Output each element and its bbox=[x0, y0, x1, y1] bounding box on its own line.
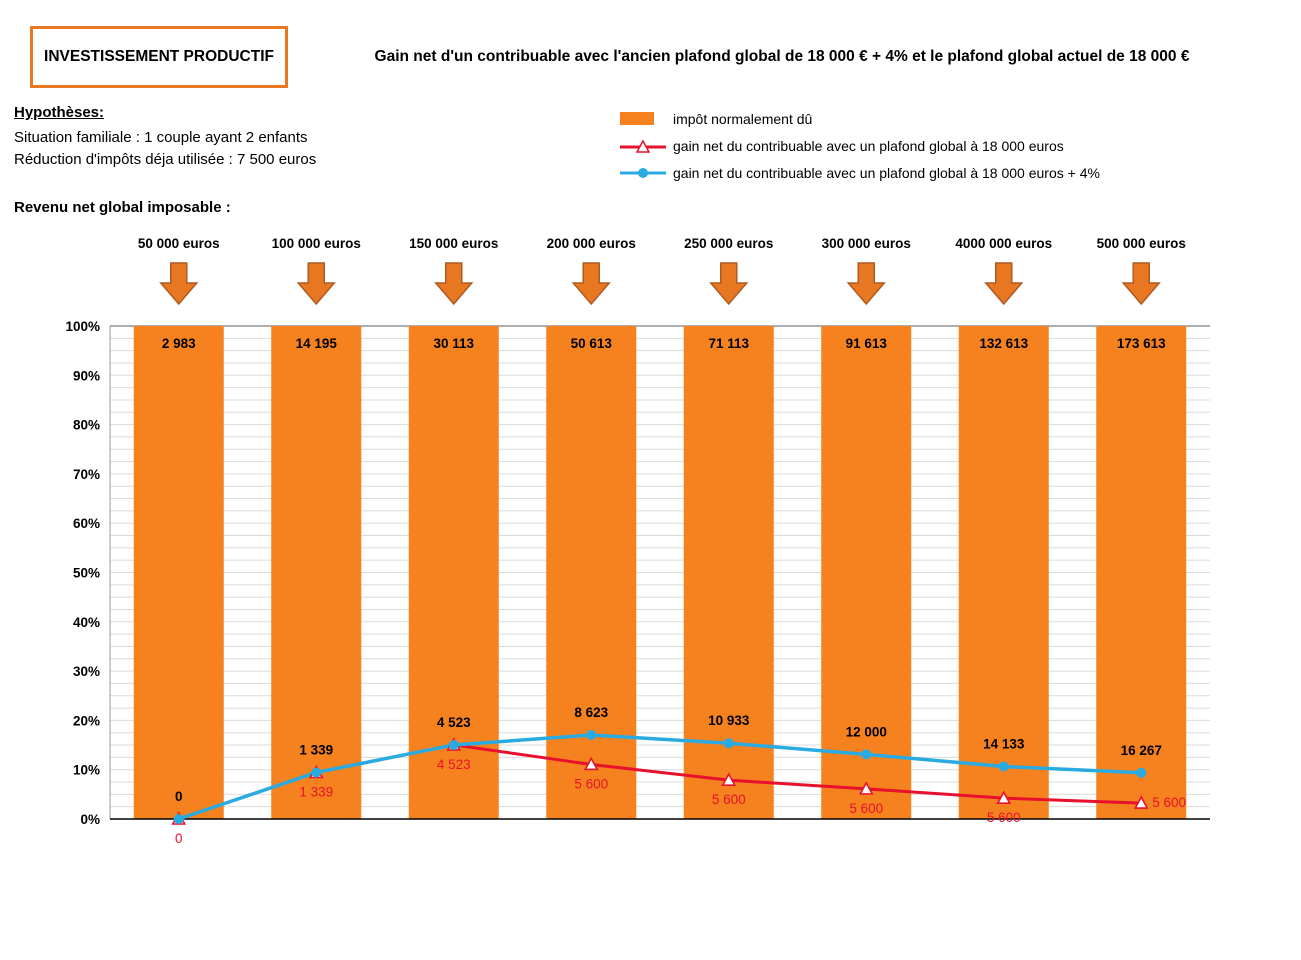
hypotheses-heading: Hypothèses: bbox=[14, 104, 105, 121]
bar-value-label: 91 613 bbox=[846, 336, 888, 351]
legend-blue-line-label: gain net du contribuable avec un plafond… bbox=[673, 164, 1100, 181]
y-axis-tick-label: 60% bbox=[73, 516, 100, 531]
red-value-label: 5 600 bbox=[987, 810, 1021, 825]
blue-value-label: 0 bbox=[175, 789, 183, 804]
category-label: 500 000 euros bbox=[1097, 236, 1186, 251]
red-triangle-marker bbox=[1133, 795, 1149, 809]
y-axis-tick-label: 10% bbox=[73, 763, 100, 778]
bar-value-label: 2 983 bbox=[162, 336, 196, 351]
red-value-label: 5 600 bbox=[712, 792, 746, 807]
red-value-label: 4 523 bbox=[437, 757, 471, 772]
red-value-label: 5 600 bbox=[849, 801, 883, 816]
blue-value-label: 10 933 bbox=[708, 713, 750, 728]
legend-item-bar: impôt normalement dû bbox=[620, 105, 1100, 132]
down-arrow-icon bbox=[296, 262, 336, 306]
y-axis-tick-label: 80% bbox=[73, 418, 100, 433]
y-axis-tick-label: 50% bbox=[73, 566, 100, 581]
hypotheses-block: Hypothèses: Situation familiale : 1 coup… bbox=[14, 102, 316, 171]
blue-series-line bbox=[178, 733, 1142, 821]
category-label: 50 000 euros bbox=[138, 236, 220, 251]
legend-item-red-line: gain net du contribuable avec un plafond… bbox=[620, 132, 1100, 159]
blue-value-label: 12 000 bbox=[846, 724, 887, 739]
hypotheses-line-2: Réduction d'impôts déja utilisée : 7 500… bbox=[14, 151, 317, 168]
bar bbox=[958, 326, 1049, 819]
category-label: 150 000 euros bbox=[409, 236, 498, 251]
bar bbox=[133, 326, 224, 819]
blue-circle-marker bbox=[723, 738, 734, 749]
legend-bar-swatch-icon bbox=[620, 112, 666, 125]
down-arrow-icon bbox=[159, 262, 199, 306]
investissement-label: INVESTISSEMENT PRODUCTIF bbox=[44, 48, 274, 65]
down-arrow-icon bbox=[571, 262, 611, 306]
blue-value-label: 1 339 bbox=[299, 742, 333, 757]
category-label: 250 000 euros bbox=[684, 236, 773, 251]
blue-value-label: 16 267 bbox=[1121, 743, 1162, 758]
blue-circle-marker bbox=[861, 749, 872, 760]
hypotheses-line-1: Situation familiale : 1 couple ayant 2 e… bbox=[14, 129, 308, 146]
legend: impôt normalement dû gain net du contrib… bbox=[620, 105, 1100, 186]
legend-bar-label: impôt normalement dû bbox=[673, 110, 813, 127]
red-triangle-marker bbox=[583, 756, 599, 771]
blue-value-label: 8 623 bbox=[574, 705, 608, 720]
y-axis-tick-label: 40% bbox=[73, 615, 100, 630]
bar-value-label: 71 113 bbox=[708, 336, 749, 351]
revenu-label: Revenu net global imposable : bbox=[14, 199, 231, 216]
down-arrow-icon bbox=[846, 262, 886, 306]
red-triangle-marker bbox=[996, 790, 1012, 804]
legend-red-line-label: gain net du contribuable avec un plafond… bbox=[673, 137, 1064, 154]
blue-value-label: 14 133 bbox=[983, 736, 1025, 751]
blue-circle-marker bbox=[586, 730, 597, 741]
legend-blue-line-icon bbox=[620, 166, 666, 180]
down-arrow-icon bbox=[709, 262, 749, 306]
bar-value-label: 30 113 bbox=[433, 336, 474, 351]
legend-red-line-icon bbox=[620, 138, 666, 153]
bar-value-label: 50 613 bbox=[571, 336, 613, 351]
chart-title: Gain net d'un contribuable avec l'ancien… bbox=[374, 48, 1190, 65]
bar-value-label: 14 195 bbox=[296, 336, 338, 351]
category-label: 200 000 euros bbox=[547, 236, 636, 251]
y-axis-tick-label: 0% bbox=[80, 812, 100, 827]
bar bbox=[683, 326, 774, 819]
bar bbox=[408, 326, 499, 819]
y-axis-tick-label: 90% bbox=[73, 368, 100, 383]
red-value-label: 1 339 bbox=[299, 784, 333, 799]
y-axis-tick-label: 30% bbox=[73, 664, 100, 679]
red-triangle-marker bbox=[858, 781, 874, 795]
red-value-label: 5 600 bbox=[1152, 795, 1186, 810]
blue-circle-marker bbox=[448, 739, 459, 750]
down-arrow-icon bbox=[984, 262, 1024, 306]
legend-item-blue-line: gain net du contribuable avec un plafond… bbox=[620, 159, 1100, 186]
bar bbox=[821, 326, 912, 819]
blue-circle-marker bbox=[311, 767, 322, 778]
bar-value-label: 173 613 bbox=[1117, 336, 1166, 351]
bar bbox=[271, 326, 362, 819]
blue-circle-marker bbox=[173, 814, 184, 824]
down-arrow-icon bbox=[1121, 262, 1161, 306]
blue-value-label: 4 523 bbox=[437, 715, 471, 730]
y-axis-tick-label: 20% bbox=[73, 713, 100, 728]
category-label: 300 000 euros bbox=[822, 236, 911, 251]
category-label: 100 000 euros bbox=[272, 236, 361, 251]
red-value-label: 0 bbox=[175, 831, 183, 846]
bar bbox=[546, 326, 637, 819]
investissement-box: INVESTISSEMENT PRODUCTIF bbox=[30, 26, 288, 88]
y-axis-tick-label: 100% bbox=[65, 319, 100, 334]
bar-value-label: 132 613 bbox=[979, 336, 1028, 351]
red-value-label: 5 600 bbox=[574, 776, 608, 791]
y-axis-tick-label: 70% bbox=[73, 467, 100, 482]
down-arrow-icon bbox=[434, 262, 474, 306]
red-triangle-marker bbox=[721, 772, 737, 786]
bar bbox=[1096, 326, 1187, 819]
blue-circle-marker bbox=[1136, 767, 1147, 778]
category-label: 4000 000 euros bbox=[955, 236, 1052, 251]
blue-circle-marker bbox=[998, 761, 1009, 772]
